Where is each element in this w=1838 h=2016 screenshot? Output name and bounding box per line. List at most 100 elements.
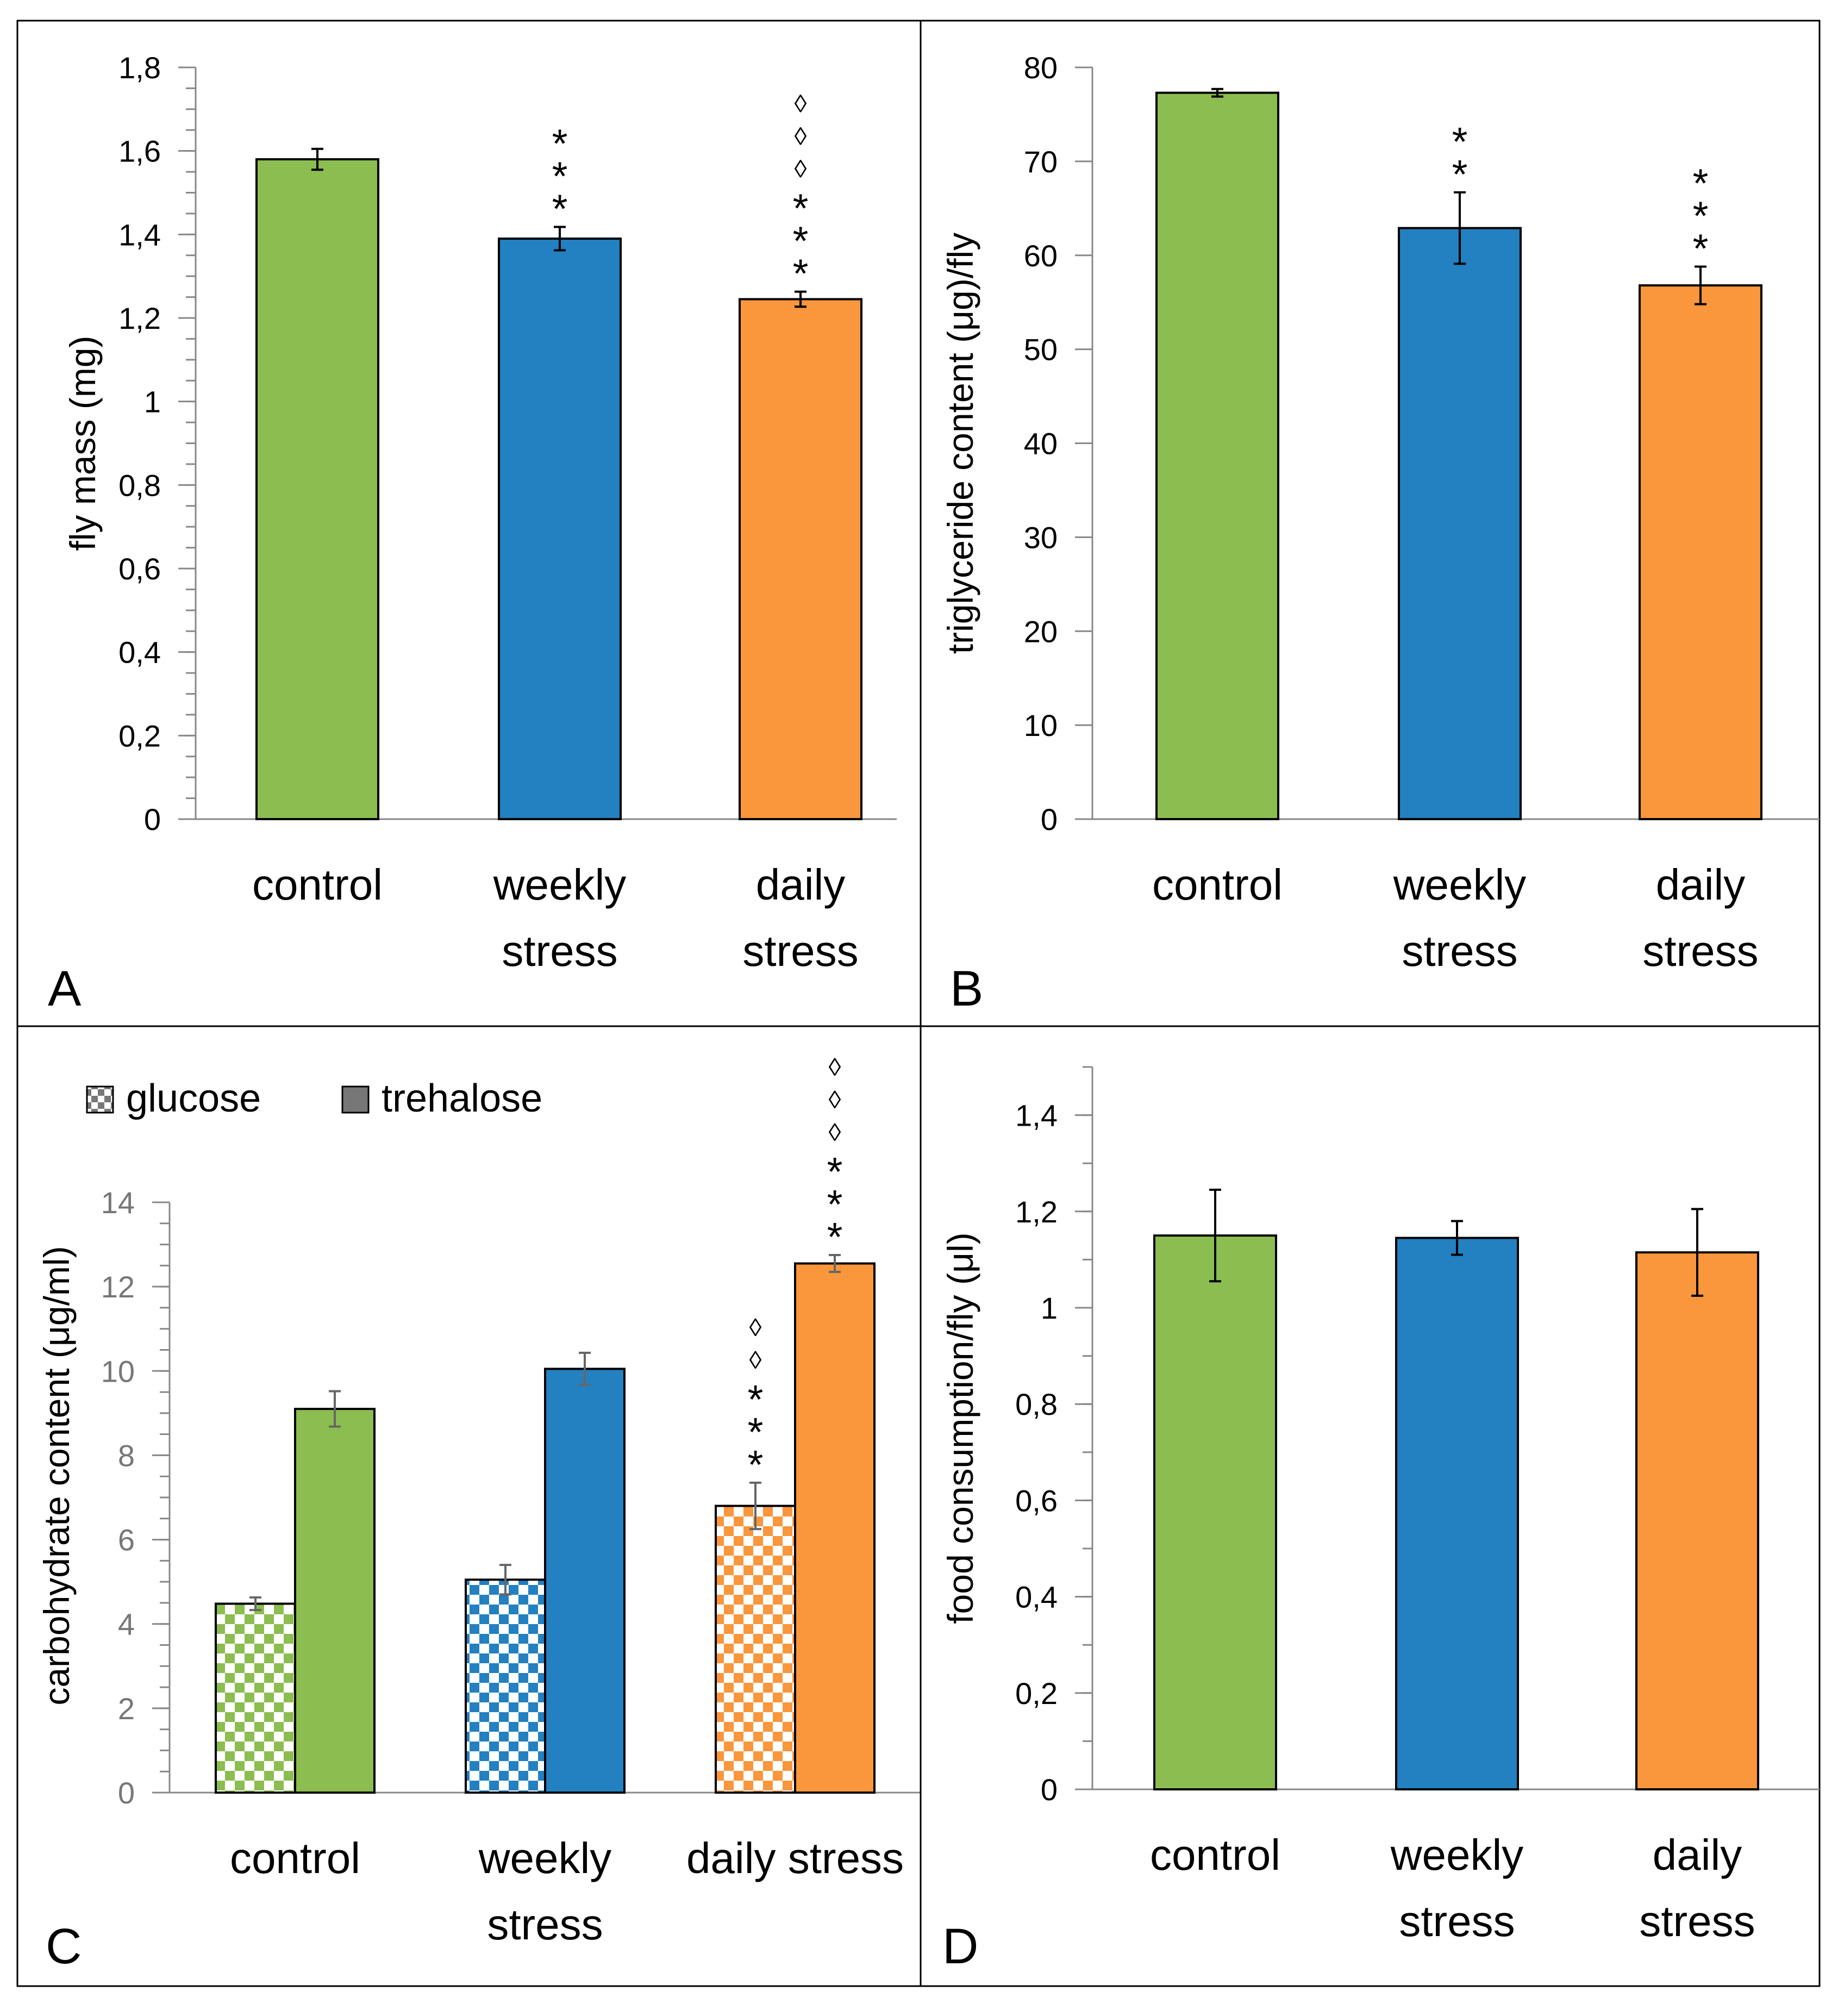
y-axis-title: triglyceride content (μg)/fly — [940, 233, 980, 654]
y-tick-label: 0 — [118, 1776, 135, 1810]
y-tick-label: 0,2 — [1015, 1676, 1058, 1711]
x-category-label: weekly — [1393, 860, 1527, 909]
significance-asterisk: * — [1452, 119, 1468, 164]
legend-label-trehalose: trehalose — [382, 1077, 542, 1120]
x-category-label: stress — [742, 927, 858, 975]
significance-asterisk: * — [552, 154, 568, 199]
y-tick-label: 0,8 — [1015, 1387, 1058, 1421]
bar-daily — [1639, 284, 1762, 820]
y-axis-title: food consumption/fly (μl) — [940, 1232, 980, 1624]
x-category-label: daily — [1653, 1831, 1742, 1879]
bar-glucose-control — [215, 1602, 296, 1794]
legend-swatch-glucose — [86, 1085, 114, 1114]
bar-glucose-daily — [715, 1505, 796, 1794]
y-tick-label: 1,2 — [118, 301, 161, 335]
y-axis-title: carbohydrate content (μg/ml) — [36, 1246, 77, 1705]
bar-control — [255, 158, 379, 820]
x-category-label: weekly — [493, 860, 627, 909]
x-category-label: stress — [1402, 927, 1517, 975]
legend-label-glucose: glucose — [126, 1077, 261, 1120]
bar-weekly — [1398, 227, 1522, 821]
panel-A: 0 0,2 0,4 0,6 0,8 1 1,2 1,4 1,6 1,8 fly mass (mg) c… — [16, 20, 922, 1027]
legend-swatch-trehalose — [341, 1085, 370, 1114]
y-tick-label: 30 — [1024, 520, 1058, 554]
y-tick-label: 1,4 — [118, 217, 161, 252]
panel-D: 0 0,2 0,4 0,6 0,8 1 1,2 1,4 food consumption/fly… — [920, 1025, 1821, 1987]
y-tick-label: 1,8 — [118, 51, 161, 85]
panel-B: 0 10 20 30 40 50 60 70 80 triglyceride content (μ… — [920, 20, 1821, 1027]
y-tick-label: 0 — [144, 802, 161, 837]
significance-asterisk: * — [1452, 152, 1468, 197]
significance-asterisk: * — [827, 1149, 843, 1194]
significance-asterisk: * — [1693, 226, 1709, 271]
x-category-label: daily — [1656, 860, 1746, 909]
panel-border — [920, 1025, 1821, 1987]
y-tick-label: 1 — [144, 385, 161, 419]
significance-diamond: ◊ — [829, 1053, 841, 1081]
y-tick-label: 0 — [1041, 802, 1058, 837]
x-category-label: stress — [1399, 1897, 1515, 1945]
y-tick-label: 6 — [118, 1523, 135, 1557]
y-tick-label: 80 — [1024, 51, 1058, 85]
significance-asterisk: * — [827, 1182, 843, 1227]
significance-asterisk: * — [793, 186, 809, 231]
x-category-label: control — [1150, 1831, 1280, 1879]
significance-diamond: ◊ — [829, 1085, 841, 1114]
y-tick-label: 0,6 — [1015, 1483, 1058, 1518]
y-tick-label: 2 — [118, 1692, 135, 1726]
y-tick-label: 10 — [101, 1354, 135, 1388]
y-tick-label: 70 — [1024, 145, 1058, 179]
y-tick-label: 50 — [1024, 333, 1058, 367]
y-tick-label: 10 — [1024, 708, 1058, 742]
y-tick-label: 0,2 — [118, 719, 161, 753]
y-tick-label: 60 — [1024, 239, 1058, 273]
y-tick-label: 40 — [1024, 427, 1058, 461]
significance-diamond: ◊ — [795, 122, 807, 151]
bar-daily — [739, 298, 862, 820]
panel-letter: C — [46, 1919, 82, 1974]
x-category-label: stress — [1639, 1897, 1755, 1945]
x-category-label: stress — [1642, 927, 1758, 975]
bar-trehalose-control — [294, 1408, 376, 1794]
significance-asterisk: * — [748, 1442, 764, 1487]
y-tick-label: 20 — [1024, 614, 1058, 648]
y-axis-title: fly mass (mg) — [62, 336, 103, 551]
x-category-label: weekly — [478, 1834, 612, 1882]
x-category-label: control — [252, 860, 383, 909]
significance-asterisk: * — [748, 1377, 764, 1422]
significance-diamond: ◊ — [749, 1313, 762, 1341]
x-category-label: daily — [756, 860, 846, 909]
y-tick-label: 0,4 — [1015, 1580, 1058, 1614]
y-tick-label: 0,6 — [118, 552, 161, 586]
y-tick-label: 0,4 — [118, 635, 161, 670]
significance-diamond: ◊ — [829, 1118, 841, 1146]
panel-letter: B — [950, 961, 983, 1016]
y-tick-label: 1,6 — [118, 134, 161, 168]
significance-diamond: ◊ — [795, 90, 807, 118]
bar-weekly — [1395, 1237, 1519, 1790]
panel-letter: D — [942, 1919, 978, 1974]
bar-glucose-weekly — [465, 1578, 546, 1794]
panel-C: 0 2 4 6 8 10 12 14 carbohydrate content (μg/ml) c… — [16, 1025, 922, 1987]
x-category-label: weekly — [1390, 1831, 1524, 1879]
bar-daily — [1635, 1251, 1759, 1791]
y-tick-label: 12 — [101, 1270, 135, 1304]
bar-control — [1155, 91, 1279, 820]
significance-diamond: ◊ — [795, 155, 807, 183]
y-tick-label: 0,8 — [118, 468, 161, 502]
x-category-label: stress — [502, 927, 617, 975]
y-tick-label: 8 — [118, 1438, 135, 1472]
significance-asterisk: * — [1693, 193, 1709, 238]
significance-asterisk: * — [793, 219, 809, 264]
x-category-label: control — [1152, 860, 1283, 909]
significance-asterisk: * — [748, 1409, 764, 1455]
significance-diamond: ◊ — [749, 1346, 762, 1374]
x-category-label: stress — [487, 1900, 603, 1949]
y-tick-label: 4 — [118, 1607, 135, 1641]
significance-asterisk: * — [552, 186, 568, 232]
bar-control — [1153, 1234, 1277, 1791]
y-tick-label: 1,2 — [1015, 1195, 1058, 1229]
y-tick-label: 14 — [101, 1185, 135, 1220]
significance-asterisk: * — [827, 1214, 843, 1259]
